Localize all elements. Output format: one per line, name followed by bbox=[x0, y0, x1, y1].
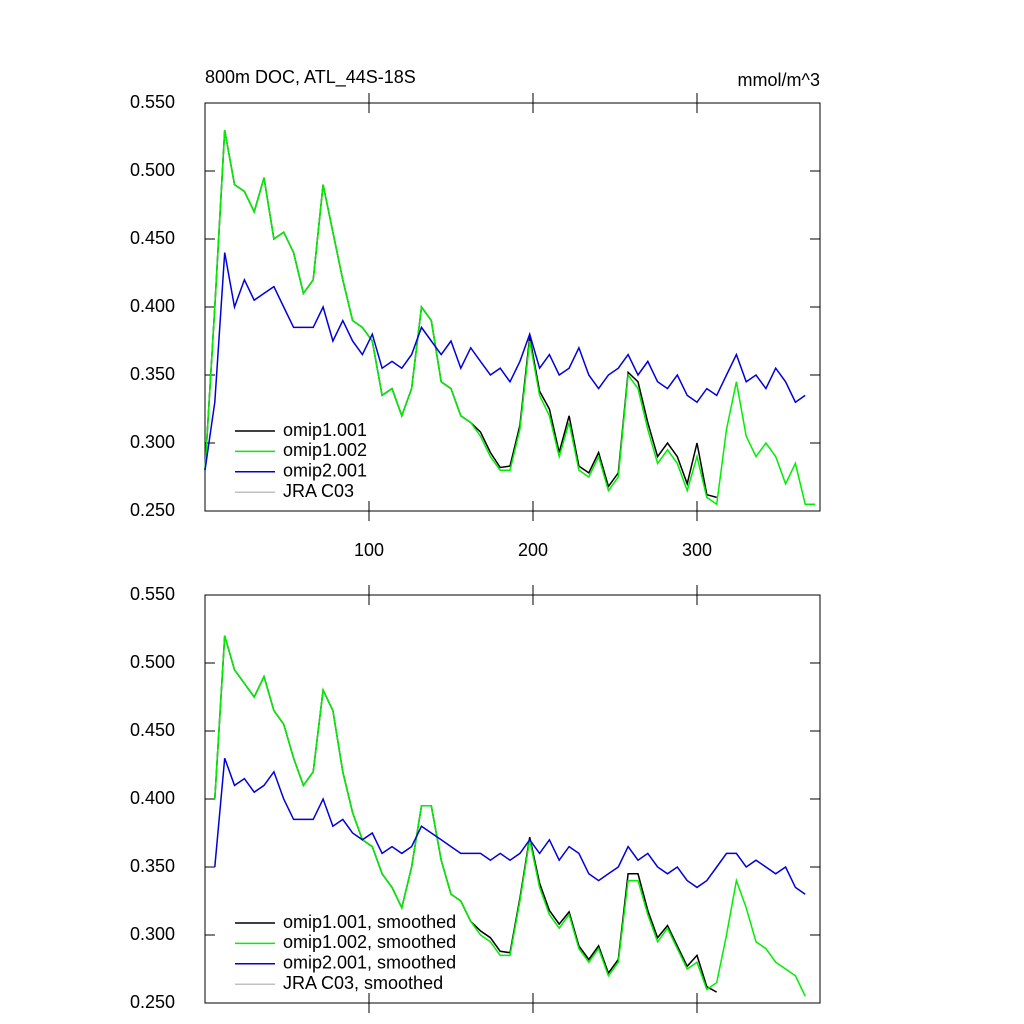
y-tick-label: 0.550 bbox=[130, 584, 175, 604]
legend-label: JRA C03 bbox=[283, 481, 354, 501]
y-tick-label: 0.300 bbox=[130, 924, 175, 944]
series-line bbox=[214, 757, 806, 895]
y-tick-label: 0.250 bbox=[130, 992, 175, 1012]
y-tick-label: 0.350 bbox=[130, 856, 175, 876]
y-tick-label: 0.400 bbox=[130, 296, 175, 316]
legend-label: omip1.001 bbox=[283, 420, 367, 440]
x-tick-label: 200 bbox=[518, 540, 548, 560]
legend-label: omip2.001 bbox=[283, 461, 367, 481]
y-tick-label: 0.500 bbox=[130, 160, 175, 180]
legend-label: omip2.001, smoothed bbox=[283, 953, 456, 973]
y-tick-label: 0.400 bbox=[130, 788, 175, 808]
x-tick-label: 100 bbox=[354, 540, 384, 560]
y-tick-label: 0.550 bbox=[130, 92, 175, 112]
legend-label: omip1.002 bbox=[283, 440, 367, 460]
legend-label: JRA C03, smoothed bbox=[283, 973, 443, 993]
x-tick-label: 300 bbox=[682, 540, 712, 560]
series-line bbox=[204, 252, 806, 471]
series-line bbox=[204, 130, 717, 499]
legend-label: omip1.002, smoothed bbox=[283, 932, 456, 952]
units-label: mmol/m^3 bbox=[738, 70, 820, 90]
y-tick-label: 0.500 bbox=[130, 652, 175, 672]
y-tick-label: 0.450 bbox=[130, 720, 175, 740]
series-line bbox=[214, 635, 806, 997]
y-tick-label: 0.250 bbox=[130, 500, 175, 520]
plot-frame bbox=[204, 102, 821, 512]
y-tick-label: 0.300 bbox=[130, 432, 175, 452]
legend-label: omip1.001, smoothed bbox=[283, 912, 456, 932]
y-tick-label: 0.450 bbox=[130, 228, 175, 248]
series-line bbox=[204, 130, 816, 506]
chart-title: 800m DOC, ATL_44S-18S bbox=[205, 67, 416, 88]
y-tick-label: 0.350 bbox=[130, 364, 175, 384]
plot-frame bbox=[204, 594, 821, 1004]
